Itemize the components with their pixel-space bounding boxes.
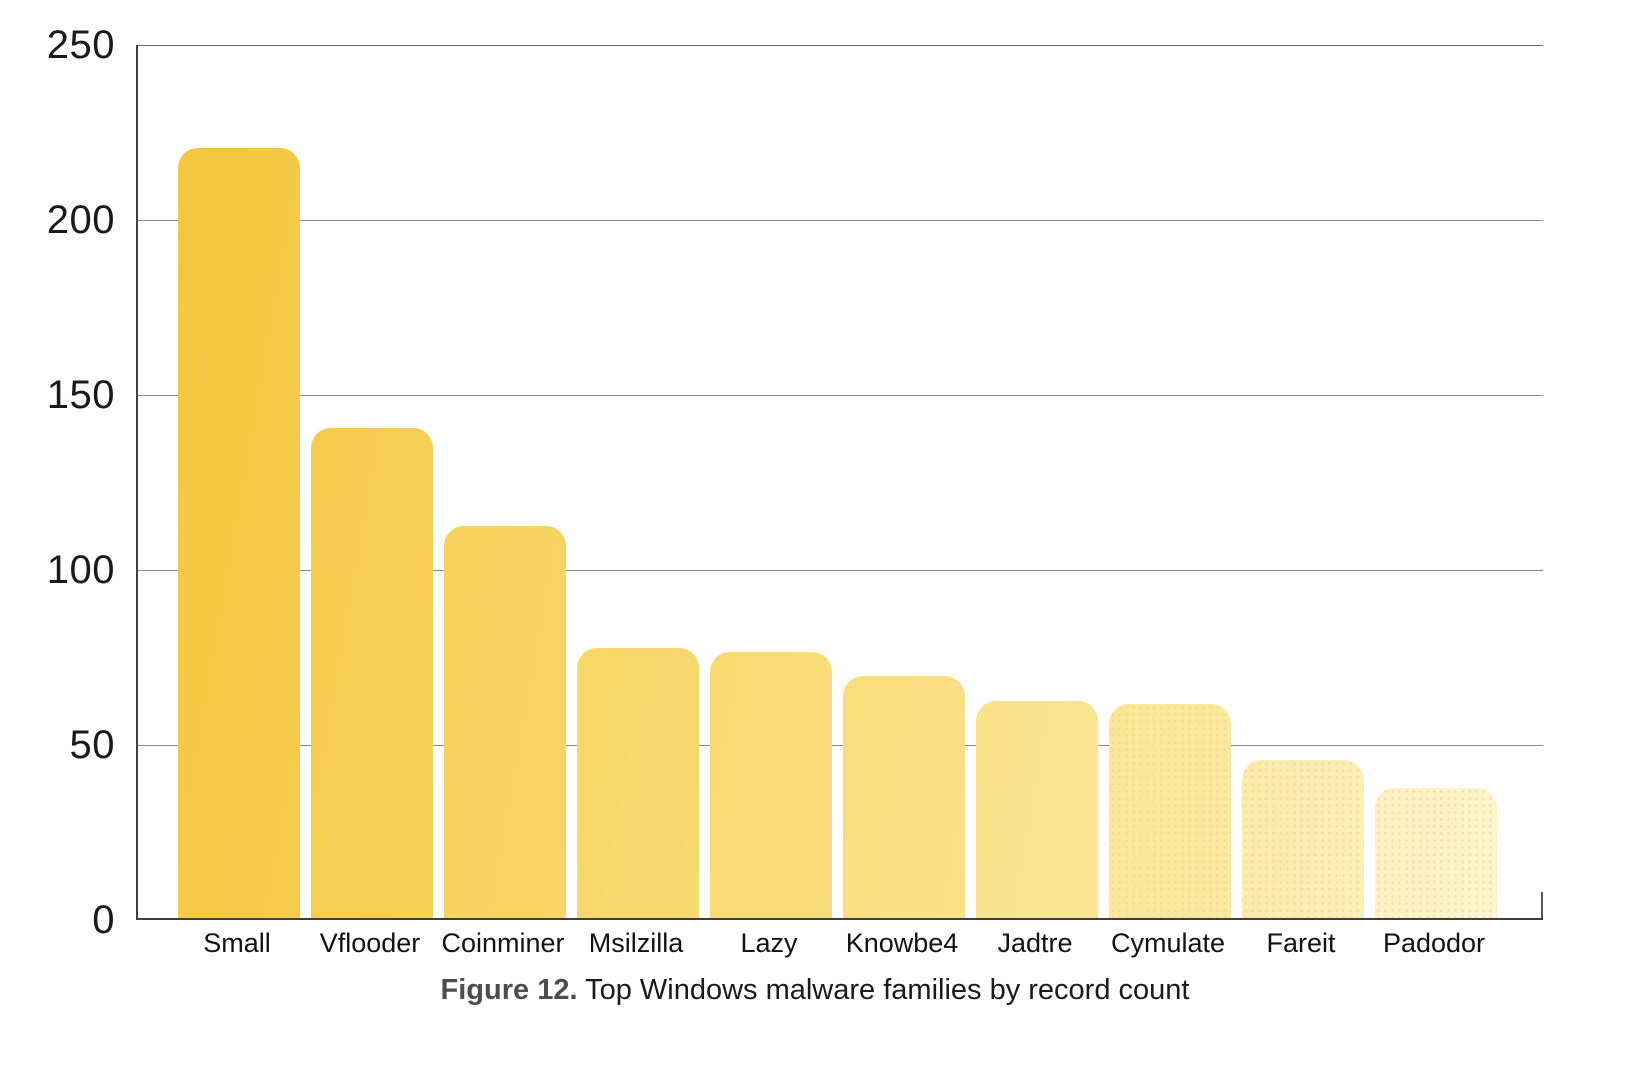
y-tick-label-150: 150 — [46, 373, 115, 417]
figure-number-label: Figure 12. — [440, 974, 578, 1006]
plot-area — [136, 45, 1543, 920]
x-label-fareit: Fareit — [1266, 928, 1336, 958]
x-label-vflooder: Vflooder — [319, 928, 421, 958]
x-label-cymulate: Cymulate — [1110, 928, 1226, 958]
x-label-knowbe4: Knowbe4 — [845, 928, 959, 958]
x-label-padodor: Padodor — [1382, 928, 1486, 958]
x-label-msilzilla: Msilzilla — [588, 928, 684, 958]
y-tick-label-250: 250 — [46, 23, 115, 67]
bar-knowbe4 — [843, 676, 965, 918]
y-tick-label-0: 0 — [92, 898, 115, 942]
bar-msilzilla — [577, 648, 699, 918]
bar-small — [178, 148, 300, 918]
x-label-small: Small — [203, 928, 271, 958]
x-label-coinminer: Coinminer — [441, 928, 565, 958]
y-tick-label-200: 200 — [46, 198, 115, 242]
gridline-100 — [138, 570, 1543, 571]
gridline-200 — [138, 220, 1543, 221]
axis-right-tick — [1541, 892, 1543, 918]
gridline-250 — [138, 45, 1543, 46]
y-tick-label-50: 50 — [69, 723, 115, 767]
bar-cymulate — [1109, 704, 1231, 918]
bar-fareit — [1242, 760, 1364, 918]
figure-caption-text: Top Windows malware families by record c… — [577, 974, 1190, 1006]
bar-padodor — [1375, 788, 1497, 918]
gridline-50 — [138, 745, 1543, 746]
figure-caption: Figure 12. Top Windows malware families … — [0, 974, 1630, 1007]
bar-lazy — [710, 652, 832, 918]
bar-vflooder — [311, 428, 433, 918]
bar-jadtre — [976, 701, 1098, 918]
y-tick-label-100: 100 — [46, 548, 115, 592]
x-label-jadtre: Jadtre — [997, 928, 1073, 958]
bar-coinminer — [444, 526, 566, 918]
x-label-lazy: Lazy — [740, 928, 798, 958]
gridline-150 — [138, 395, 1543, 396]
